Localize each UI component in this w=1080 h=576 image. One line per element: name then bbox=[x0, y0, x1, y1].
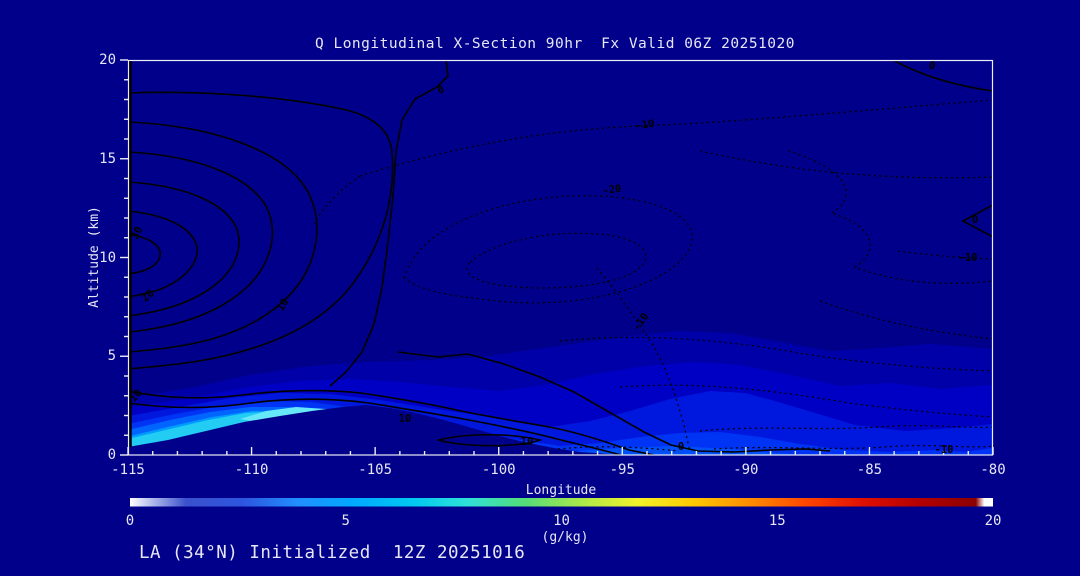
contour-dashed-neg10-diagonal bbox=[596, 267, 691, 453]
x-tick-label: -90 bbox=[733, 462, 759, 478]
y-tick-label: 5 bbox=[107, 348, 116, 365]
contour-dashed-neg10-upper bbox=[359, 99, 993, 177]
colorbar-tick-label: 0 bbox=[125, 513, 135, 529]
contour-solid-10-surface-b bbox=[128, 398, 622, 455]
contour-solid-0-surface bbox=[397, 351, 831, 453]
y-tick-label: 15 bbox=[99, 150, 116, 167]
contour-label: 0 bbox=[677, 441, 685, 453]
contour-solid-jet-5 bbox=[128, 210, 198, 298]
contour-solid-0-topright bbox=[892, 60, 993, 92]
x-tick-label: -115 bbox=[111, 462, 145, 478]
contour-dashed-low-5 bbox=[557, 446, 680, 452]
colorbar-tick-label: 10 bbox=[553, 513, 570, 529]
x-axis-title: Longitude bbox=[525, 483, 597, 498]
x-tick-label: -105 bbox=[358, 462, 392, 478]
contour-label: -10 bbox=[958, 252, 978, 264]
x-tick-label: -110 bbox=[234, 462, 269, 478]
contour-label: 10 bbox=[398, 413, 412, 425]
x-tick-label: -85 bbox=[856, 462, 883, 478]
plot-border bbox=[127, 59, 994, 456]
colorbar-units: (g/kg) bbox=[541, 530, 589, 545]
x-axis-ticks bbox=[127, 447, 994, 455]
contour-solid-0-descender bbox=[329, 60, 449, 387]
x-tick-label: -80 bbox=[980, 462, 1006, 478]
contour-solid-jet-core bbox=[128, 233, 161, 275]
contour-solid-jet-3 bbox=[128, 151, 274, 333]
colorbar-tick-label: 15 bbox=[768, 513, 786, 529]
y-tick-label: 20 bbox=[99, 52, 116, 68]
contour-label: 10 bbox=[520, 436, 534, 448]
solid-contours bbox=[128, 60, 993, 455]
dashed-negative-contours bbox=[313, 99, 993, 453]
terrain-mask bbox=[128, 405, 632, 455]
x-tick-label: -100 bbox=[481, 462, 516, 478]
page-title: Q Longitudinal X-Section 90hr Fx Valid 0… bbox=[315, 36, 795, 52]
y-tick-label: 0 bbox=[107, 447, 116, 463]
contour-dashed-inner-loop bbox=[466, 232, 647, 289]
contour-solid-20-jet bbox=[128, 121, 318, 353]
y-axis-ticks bbox=[120, 59, 128, 456]
contour-solid-10-surface-a bbox=[128, 389, 655, 455]
contour-label: 0 bbox=[971, 214, 979, 226]
colorbar bbox=[130, 498, 993, 507]
contour-dashed-neg20-loop bbox=[403, 195, 694, 304]
shaded-humidity-field bbox=[128, 331, 993, 455]
colorbar-tick-label: 20 bbox=[984, 513, 1002, 529]
contour-solid-10-lens bbox=[437, 433, 543, 447]
contour-solid-0-rightedge bbox=[961, 204, 993, 238]
contour-label: -10 bbox=[934, 444, 954, 456]
colorbar-tick-label: 5 bbox=[341, 513, 350, 529]
contour-dashed-right-1 bbox=[699, 150, 993, 179]
contour-dashed-upper-left-limb bbox=[313, 175, 361, 225]
init-footer: LA (34°N) Initialized 12Z 20251016 bbox=[139, 543, 526, 563]
y-tick-label: 10 bbox=[99, 249, 116, 266]
x-tick-label: -95 bbox=[609, 462, 635, 478]
contour-dashed-low-2 bbox=[619, 384, 993, 418]
contour-solid-30-jet bbox=[128, 181, 240, 317]
contour-solid-10-jet bbox=[128, 91, 394, 370]
